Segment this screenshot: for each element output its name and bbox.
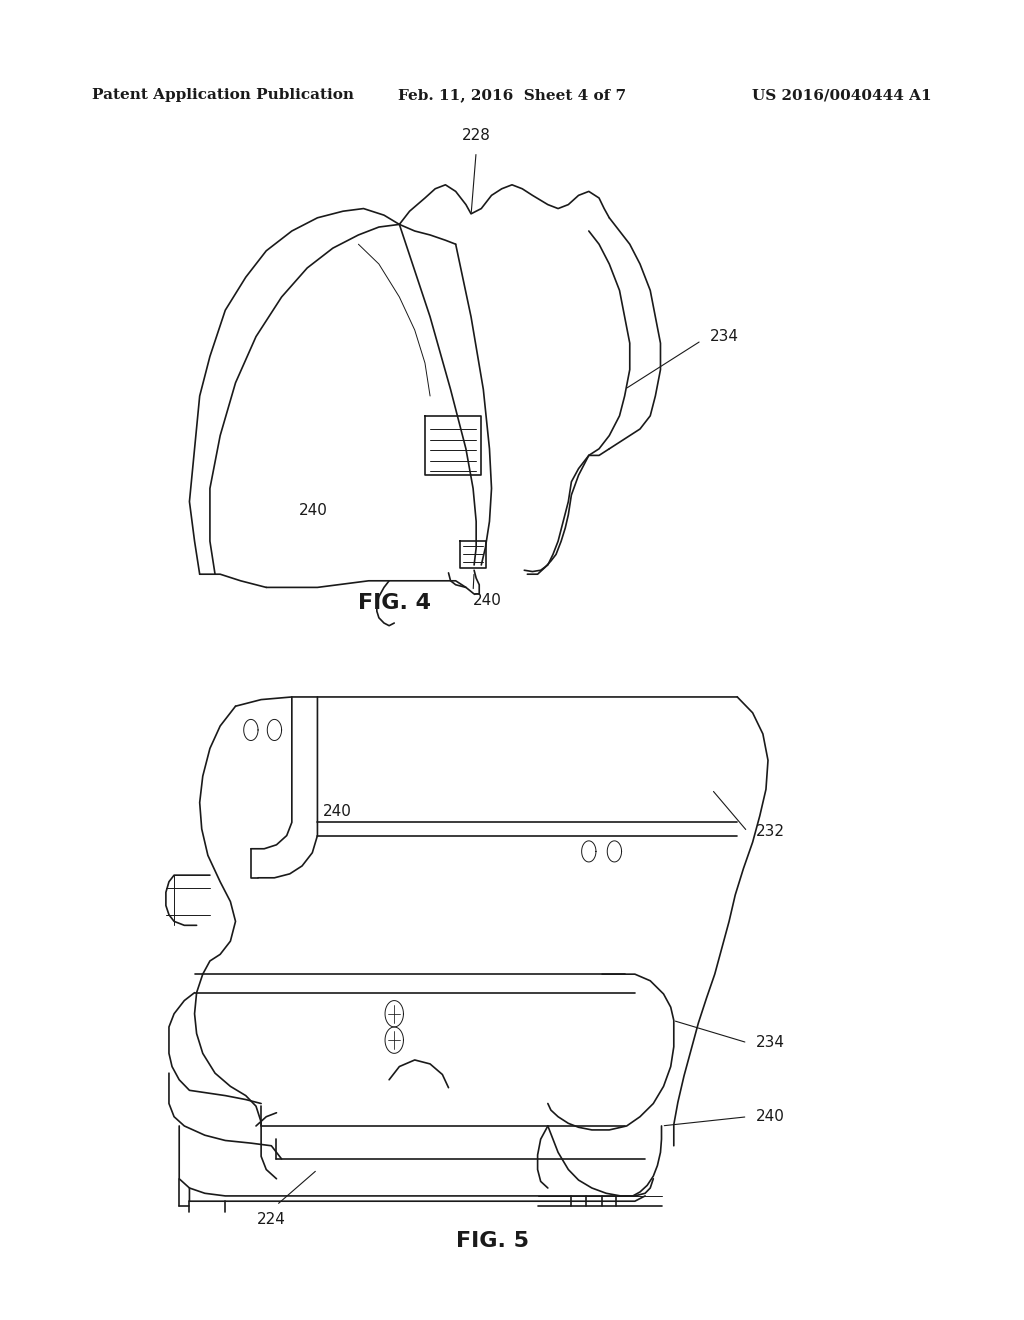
Text: 224: 224 [257,1212,286,1226]
Text: 240: 240 [756,1109,784,1125]
Text: US 2016/0040444 A1: US 2016/0040444 A1 [753,88,932,102]
Text: 234: 234 [756,1035,784,1051]
Text: FIG. 4: FIG. 4 [357,593,431,614]
Text: Patent Application Publication: Patent Application Publication [92,88,354,102]
Text: 240: 240 [473,593,502,607]
Text: 234: 234 [710,329,738,345]
Text: 232: 232 [756,824,784,840]
Text: 240: 240 [323,804,351,820]
Text: Feb. 11, 2016  Sheet 4 of 7: Feb. 11, 2016 Sheet 4 of 7 [398,88,626,102]
Text: 228: 228 [462,128,490,143]
Text: 240: 240 [299,503,328,519]
Text: FIG. 5: FIG. 5 [456,1230,528,1251]
